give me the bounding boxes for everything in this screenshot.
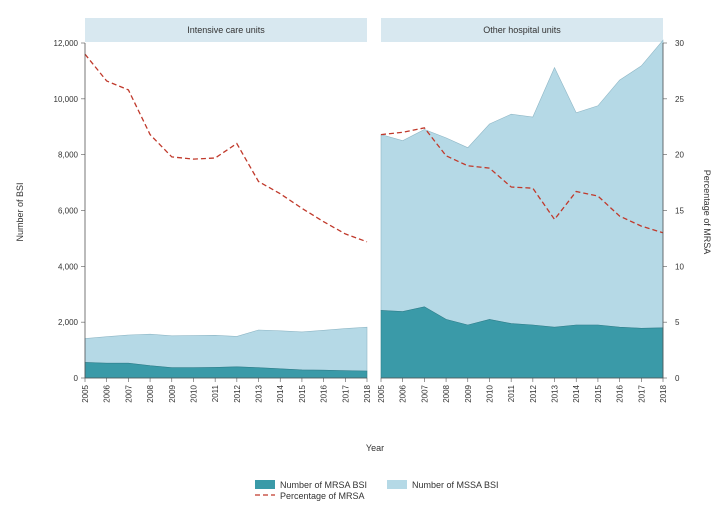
y-tick-label-right: 15: [675, 207, 684, 216]
y-tick-label-right: 25: [675, 95, 684, 104]
series-mssa-area: [380, 39, 664, 329]
y-tick-label-left: 10,000: [54, 95, 79, 104]
x-tick-label: 2009: [168, 384, 177, 402]
x-tick-label: 2005: [81, 384, 90, 402]
x-tick-label: 2015: [594, 384, 603, 402]
x-tick-label: 2012: [529, 384, 538, 402]
y-tick-label-left: 12,000: [54, 39, 79, 48]
y-tick-label-left: 2,000: [58, 318, 79, 327]
series-mrsa-area: [84, 362, 368, 379]
x-tick-label: 2007: [420, 384, 429, 402]
y-tick-label-right: 10: [675, 262, 684, 271]
x-tick-label: 2011: [211, 384, 220, 402]
panel-header: [85, 18, 367, 42]
x-tick-label: 2007: [124, 384, 133, 402]
series-pct-mrsa-line: [84, 53, 368, 243]
x-tick-label: 2009: [464, 384, 473, 402]
x-tick-label: 2006: [103, 384, 112, 402]
panel-header: [381, 18, 663, 42]
x-tick-label: 2017: [637, 384, 646, 402]
x-tick-label: 2005: [377, 384, 386, 402]
x-tick-label: 2008: [442, 384, 451, 402]
x-axis-title: Year: [366, 443, 384, 453]
y-tick-label-left: 6,000: [58, 207, 79, 216]
legend-label-mrsa: Number of MRSA BSI: [280, 480, 367, 490]
y-axis-right-title: Percentage of MRSA: [702, 170, 712, 255]
y-tick-label-left: 0: [74, 374, 79, 383]
legend-label-pct: Percentage of MRSA: [280, 491, 365, 501]
x-tick-label: 2006: [399, 384, 408, 402]
y-tick-label-left: 8,000: [58, 151, 79, 160]
legend-label-mssa: Number of MSSA BSI: [412, 480, 499, 490]
y-tick-label-right: 0: [675, 374, 680, 383]
y-tick-label-right: 5: [675, 318, 680, 327]
legend: Number of MRSA BSI Number of MSSA BSI Pe…: [255, 480, 499, 501]
x-tick-label: 2016: [616, 384, 625, 402]
x-tick-label: 2018: [659, 384, 668, 402]
panels-layer: Intensive care units 2005 2006 2007 2008 2009…: [81, 18, 668, 403]
axes-layer: 0 2,000 4,000 6,000 8,000 10,000 12,000 0 5 10 15 2…: [54, 39, 685, 383]
x-tick-label: 2013: [551, 384, 560, 402]
y-tick-label-right: 20: [675, 151, 684, 160]
x-tick-label: 2011: [507, 384, 516, 402]
x-tick-label: 2016: [320, 384, 329, 402]
panel-1: Intensive care units 2005 2006 2007 2008 2009…: [81, 18, 372, 403]
x-tick-label: 2012: [233, 384, 242, 402]
x-tick-label: 2010: [485, 384, 494, 402]
panel-2: Other hospital units 2005 2006 2007 2008 2009…: [377, 18, 668, 403]
x-tick-label: 2017: [341, 384, 350, 402]
x-tick-label: 2013: [255, 384, 264, 402]
x-tick-label: 2015: [298, 384, 307, 402]
legend-swatch-mssa: [387, 480, 407, 489]
legend-swatch-mrsa: [255, 480, 275, 489]
panel-title: Other hospital units: [483, 25, 561, 35]
x-tick-label: 2008: [146, 384, 155, 402]
series-pct-mrsa-line: [380, 127, 664, 234]
y-tick-label-right: 30: [675, 39, 684, 48]
y-axis-left-title: Number of BSI: [15, 182, 25, 241]
x-tick-label: 2014: [572, 384, 581, 402]
x-tick-label: 2014: [276, 384, 285, 402]
panel-title: Intensive care units: [187, 25, 265, 35]
x-tick-label: 2018: [363, 384, 372, 402]
y-tick-label-left: 4,000: [58, 262, 79, 271]
x-tick-label: 2010: [189, 384, 198, 402]
